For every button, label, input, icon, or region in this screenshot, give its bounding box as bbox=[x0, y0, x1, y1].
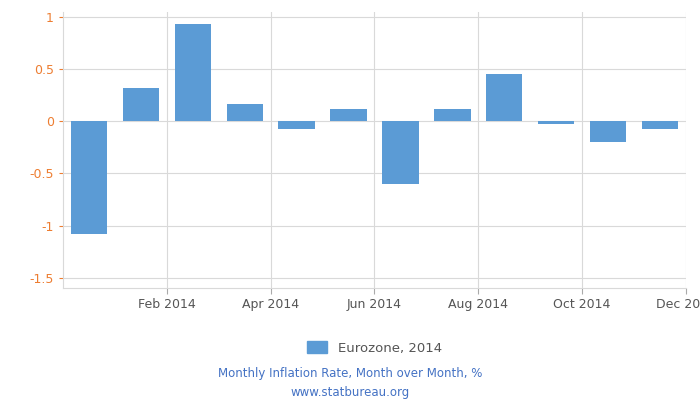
Legend: Eurozone, 2014: Eurozone, 2014 bbox=[302, 336, 447, 360]
Bar bbox=[590, 121, 626, 142]
Text: www.statbureau.org: www.statbureau.org bbox=[290, 386, 410, 399]
Bar bbox=[122, 88, 159, 121]
Bar bbox=[279, 121, 315, 129]
Text: Monthly Inflation Rate, Month over Month, %: Monthly Inflation Rate, Month over Month… bbox=[218, 368, 482, 380]
Bar bbox=[642, 121, 678, 129]
Bar bbox=[71, 121, 107, 234]
Bar bbox=[330, 109, 367, 121]
Bar bbox=[486, 74, 522, 121]
Bar bbox=[382, 121, 419, 184]
Bar bbox=[227, 104, 263, 121]
Bar bbox=[538, 121, 575, 124]
Bar bbox=[174, 24, 211, 121]
Bar bbox=[434, 109, 470, 121]
